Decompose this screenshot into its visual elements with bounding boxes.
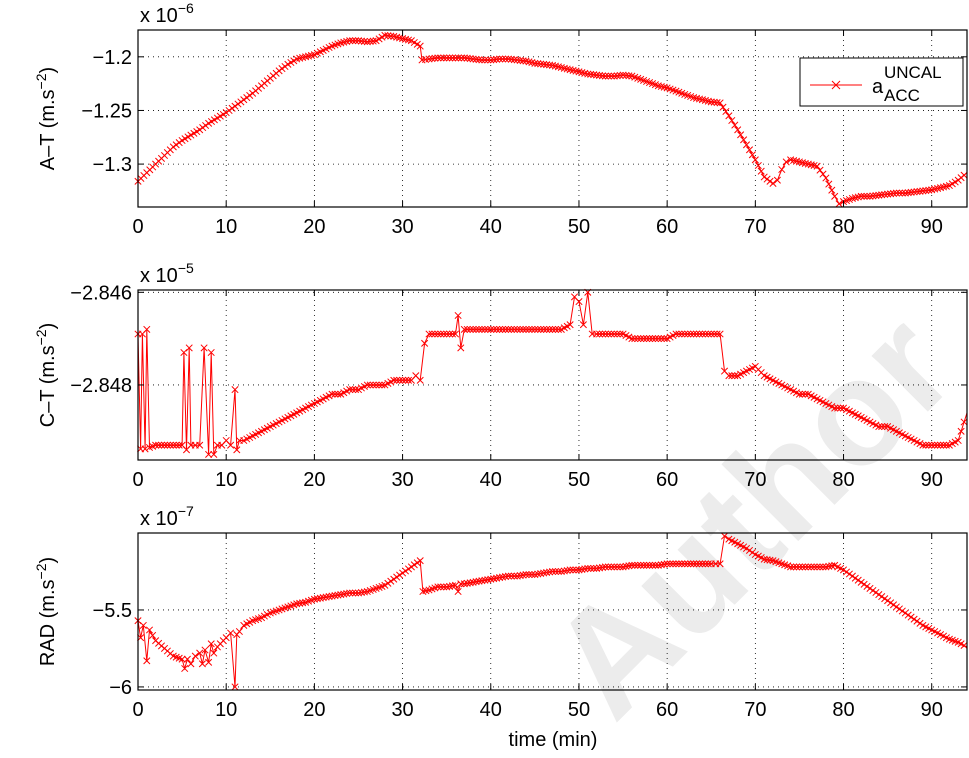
axis-exponent-label: x 10−7 [140,503,194,530]
y-tick-label: −2.846 [70,282,132,304]
data-point-marker [211,650,217,656]
x-tick-label: 80 [832,469,854,491]
data-point-marker [455,588,461,594]
y-tick-label: −1.2 [93,47,132,69]
x-tick-label: 40 [480,216,502,238]
data-point-marker [826,181,832,187]
data-point-marker [202,122,208,128]
y-tick-label: −1.3 [93,154,132,176]
x-tick-label: 30 [391,216,413,238]
y-axis-label: RAD (m.s−2) [33,557,59,666]
x-axis-label: time (min) [509,729,598,751]
x-tick-label: 60 [656,469,678,491]
x-tick-label: 20 [303,699,325,721]
x-tick-label: 10 [215,699,237,721]
y-tick-label: −2.848 [70,375,132,397]
data-point-marker [829,187,835,193]
x-tick-label: 90 [921,469,943,491]
data-point-marker [832,193,838,199]
x-tick-label: 80 [832,699,854,721]
y-tick-label: −5.5 [93,600,132,622]
axes-box [138,30,967,207]
x-tick-label: 40 [480,699,502,721]
data-point-marker [226,107,232,113]
data-point-marker [955,437,961,443]
data-point-marker [173,142,179,148]
subplot-1: 0 10 20 30 40 50 60 70 80 90 −1.3 −1.25 −1.2 x 10−6 A–… [33,0,967,238]
x-tick-label: 70 [744,469,766,491]
data-point-marker [823,175,829,181]
y-tick-label: −6 [109,677,132,699]
x-tick-label: 50 [568,216,590,238]
x-tick-label: 10 [215,469,237,491]
data-point-marker [779,166,785,172]
x-tick-label: 30 [391,469,413,491]
data-point-marker [817,167,823,173]
x-tick-label: 0 [132,216,143,238]
data-point-marker [182,665,188,671]
x-tick-label: 50 [568,699,590,721]
y-axis-label: C–T (m.s−2) [33,323,59,428]
x-tick-label: 10 [215,216,237,238]
axis-exponent-label: x 10−5 [140,260,194,287]
x-tick-label: 70 [744,699,766,721]
data-point-marker [720,104,726,110]
x-tick-label: 30 [391,699,413,721]
x-tick-label: 70 [744,216,766,238]
legend-label-superscript: UNCAL [884,63,942,82]
x-tick-label: 20 [303,469,325,491]
data-point-marker [723,108,729,114]
x-tick-label: 80 [832,216,854,238]
x-tick-label: 0 [132,699,143,721]
x-tick-label: 90 [921,699,943,721]
data-point-marker [820,171,826,177]
data-point-marker [232,103,238,109]
legend-label: a [872,76,884,98]
x-tick-label: 50 [568,469,590,491]
x-tick-label: 40 [480,469,502,491]
x-tick-label: 60 [656,699,678,721]
x-tick-label: 0 [132,469,143,491]
data-point-marker [184,656,190,662]
data-point-marker [236,628,242,634]
x-tick-label: 60 [656,216,678,238]
data-point-marker [774,177,780,183]
data-point-marker [961,642,967,648]
axis-exponent-label: x 10−6 [140,0,194,27]
data-point-marker [958,428,964,434]
data-point-marker [770,180,776,186]
watermark: Author [518,282,969,748]
data-point-marker [961,172,967,178]
y-tick-label: −1.25 [81,100,132,122]
legend-label-subscript: ACC [884,86,920,105]
data-point-marker [188,661,194,667]
data-point-marker [197,127,203,133]
data-point-marker [192,653,198,659]
x-tick-label: 20 [303,216,325,238]
y-axis-label: A–T (m.s−2) [33,67,59,170]
x-tick-label: 90 [921,216,943,238]
